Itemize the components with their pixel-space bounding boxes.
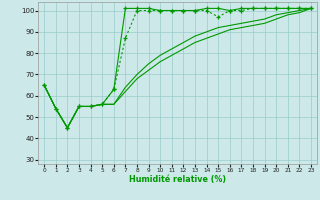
- X-axis label: Humidité relative (%): Humidité relative (%): [129, 175, 226, 184]
